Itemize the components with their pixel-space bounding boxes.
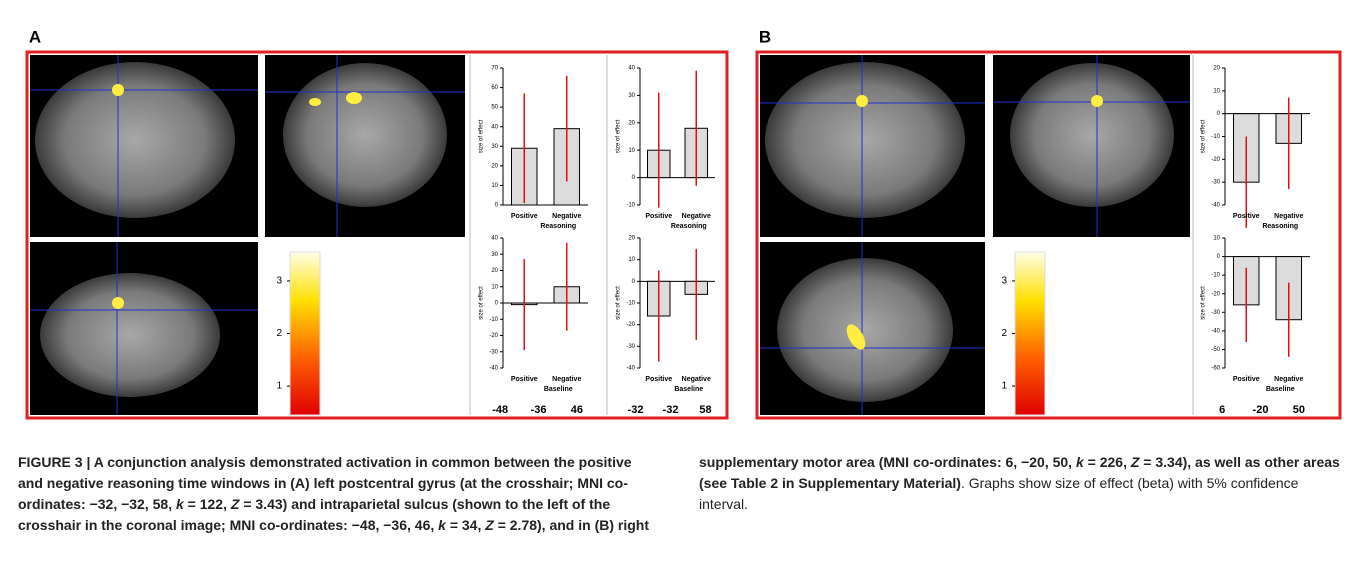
y-axis-label: size of effect (479, 119, 485, 153)
caption-text: Z (485, 517, 494, 533)
y-tick-label: 50 (491, 105, 498, 111)
y-tick-label: 20 (628, 120, 635, 126)
y-tick-label: -30 (626, 344, 635, 350)
category-label: Negative (552, 376, 581, 383)
brain-sagittal (30, 55, 258, 237)
y-tick-label: -10 (1211, 273, 1220, 279)
colorbar-tick-label: 3 (276, 276, 282, 287)
caption-text: k (176, 496, 184, 512)
y-tick-label: -30 (1211, 180, 1220, 186)
category-label: Positive (511, 213, 538, 220)
coordinate: 6 (1219, 404, 1225, 416)
y-axis-label: size of effect (1201, 286, 1207, 320)
y-axis-label: size of effect (479, 286, 485, 320)
y-tick-label: -50 (1211, 347, 1220, 353)
panel-label: B (759, 27, 771, 46)
y-tick-label: 30 (491, 252, 498, 258)
y-tick-label: -40 (1211, 328, 1220, 334)
caption-text: = 226, (1084, 454, 1131, 470)
y-tick-label: -60 (1211, 366, 1220, 372)
y-tick-label: -30 (489, 349, 498, 355)
category-label: Positive (511, 376, 538, 383)
category-label: Negative (1274, 213, 1303, 220)
caption-text: = 122, (184, 496, 231, 512)
brain-axial (760, 242, 985, 415)
colorbar (1015, 252, 1045, 415)
x-axis-label: Reasoning (1262, 223, 1298, 230)
page-body: A 1 2 30 10 20 30 40 50 60 70 Positive Negative Reaso… (0, 0, 1354, 587)
coordinate: 50 (1293, 404, 1305, 416)
y-tick-label: 10 (491, 183, 498, 189)
y-axis-label: size of effect (616, 286, 622, 320)
y-tick-label: 60 (491, 85, 498, 91)
brain-coronal (265, 55, 465, 237)
y-tick-label: 40 (491, 124, 498, 130)
y-tick-label: 20 (1213, 66, 1220, 72)
y-tick-label: 10 (628, 148, 635, 154)
y-tick-label: -40 (626, 366, 635, 372)
y-tick-label: 10 (628, 257, 635, 263)
y-axis-label: size of effect (1201, 119, 1207, 153)
colorbar-tick-label: 3 (1001, 276, 1007, 287)
y-tick-label: 30 (628, 93, 635, 99)
category-label: Positive (1233, 376, 1260, 383)
category-label: Negative (552, 213, 581, 220)
category-label: Positive (645, 213, 672, 220)
category-label: Negative (682, 376, 711, 383)
panel-label: A (29, 27, 41, 46)
y-tick-label: 10 (1213, 88, 1220, 94)
coordinate: -48 (492, 404, 508, 416)
figure: A 1 2 30 10 20 30 40 50 60 70 Positive Negative Reaso… (0, 0, 1354, 440)
caption: FIGURE 3 | A conjunction analysis demons… (18, 452, 1340, 536)
y-tick-label: 20 (628, 236, 635, 242)
y-tick-label: -20 (1211, 157, 1220, 163)
y-tick-label: 40 (491, 236, 498, 242)
y-tick-label: 30 (491, 144, 498, 150)
colorbar-tick-label: 1 (1001, 381, 1007, 392)
coordinate: -20 (1253, 404, 1269, 416)
brain-axial (30, 242, 258, 415)
caption-text: k (438, 517, 446, 533)
y-tick-label: 20 (491, 268, 498, 274)
category-label: Negative (1274, 376, 1303, 383)
y-tick-label: -10 (626, 301, 635, 307)
coordinate: 58 (699, 404, 711, 416)
caption-text: = 34, (446, 517, 485, 533)
y-tick-label: 10 (491, 284, 498, 290)
y-tick-label: -40 (489, 366, 498, 372)
y-tick-label: 20 (491, 163, 498, 169)
coordinate: -36 (531, 404, 547, 416)
y-tick-label: -40 (1211, 203, 1220, 209)
y-tick-label: -10 (489, 317, 498, 323)
category-label: Positive (1233, 213, 1260, 220)
y-tick-label: 70 (491, 66, 498, 72)
x-axis-label: Baseline (544, 386, 573, 393)
y-tick-label: 40 (628, 66, 635, 72)
y-tick-label: -20 (489, 333, 498, 339)
x-axis-label: Baseline (674, 386, 703, 393)
y-tick-label: 10 (1213, 236, 1220, 242)
x-axis-label: Baseline (1266, 386, 1295, 393)
colorbar-tick-label: 2 (276, 328, 282, 339)
y-tick-label: -10 (626, 203, 635, 209)
category-label: Positive (645, 376, 672, 383)
y-tick-label: -20 (626, 322, 635, 328)
brain-coronal (993, 55, 1190, 237)
page: {"panels": [ {"label": "A", "colorbar": … (0, 0, 1354, 587)
brain-sagittal (760, 55, 985, 237)
colorbar (290, 252, 320, 415)
caption-text: k (1076, 454, 1084, 470)
coordinate: 46 (571, 404, 583, 416)
colorbar-tick-label: 2 (1001, 328, 1007, 339)
colorbar-tick-label: 1 (276, 381, 282, 392)
y-tick-label: -10 (1211, 134, 1220, 140)
x-axis-label: Reasoning (540, 223, 576, 230)
y-axis-label: size of effect (616, 119, 622, 153)
coordinate: -32 (663, 404, 679, 416)
y-tick-label: -20 (1211, 291, 1220, 297)
category-label: Negative (682, 213, 711, 220)
y-tick-label: -30 (1211, 310, 1220, 316)
coordinate: -32 (628, 404, 644, 416)
x-axis-label: Reasoning (671, 223, 707, 230)
